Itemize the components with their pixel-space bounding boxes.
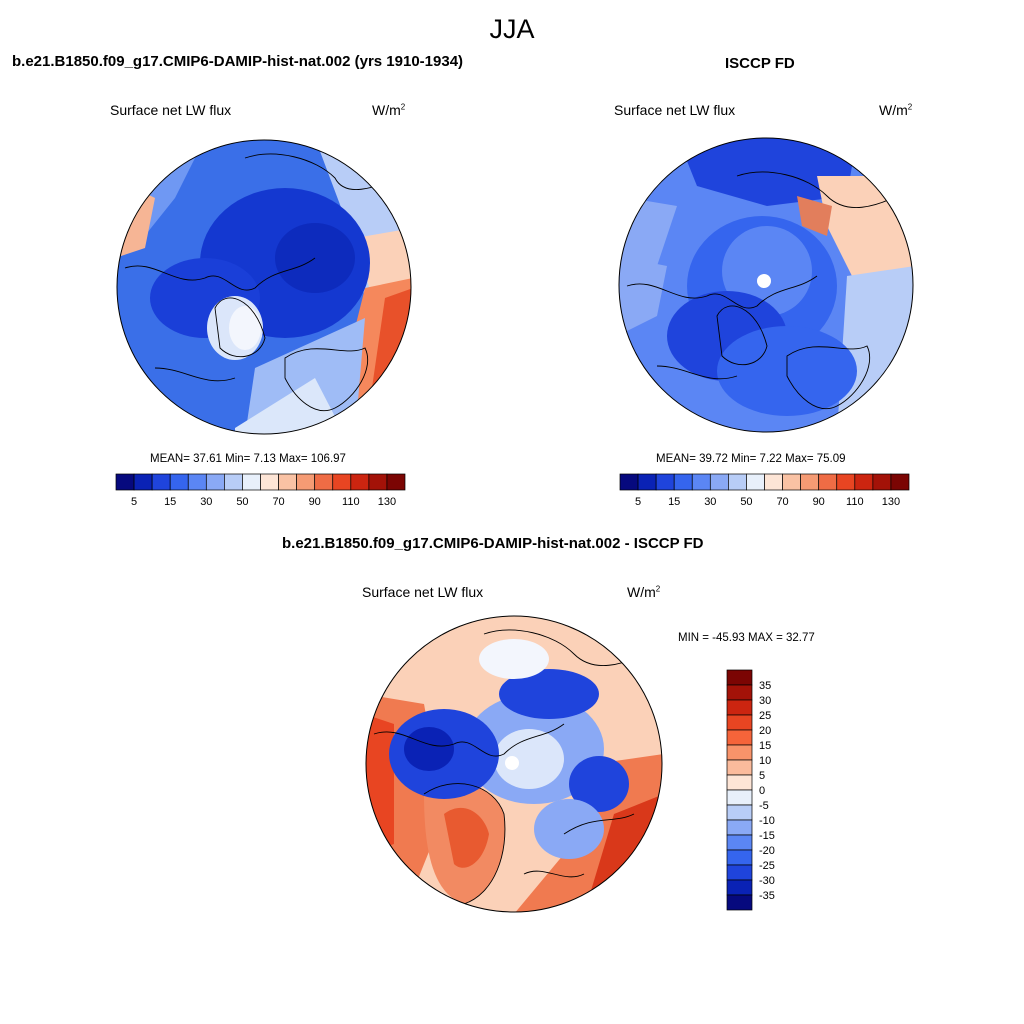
colorbar-tick-label: 90 [309,496,321,508]
colorbar-swatch [800,473,820,491]
colorbar-tick-label: 25 [759,710,771,722]
model-stats: MEAN= 37.61 Min= 7.13 Max= 106.97 [150,453,346,465]
colorbar-tick-label: 30 [704,496,716,508]
colorbar-swatch [169,473,189,491]
diff-colorbar: 35 30 25 20 15 10 5 0 -5 -10 -15 -20 -25 -30 -35 [726,669,775,911]
obs-colorbar: 5 15 30 50 70 90 110 130 [619,473,910,508]
colorbar-swatch [728,473,747,491]
colorbar-swatch [726,684,753,701]
obs-units-label: W/m2 [879,102,913,118]
colorbar-tick-label: 0 [759,785,765,797]
colorbar-swatch [746,473,765,491]
model-variable-label: Surface net LW flux [110,102,232,118]
colorbar-tick-label: 5 [635,496,641,508]
colorbar-swatch [386,473,406,491]
obs-panel-title: ISCCP FD [725,55,795,72]
diff-polar-map [365,615,663,913]
colorbar-swatch [726,759,753,776]
colorbar-tick-label: 35 [759,680,771,692]
colorbar-swatch [242,473,261,491]
colorbar-tick-label: 50 [740,496,752,508]
colorbar-swatch [673,473,693,491]
colorbar-swatch [872,473,892,491]
colorbar-tick-label: -30 [759,875,775,887]
colorbar-swatch [836,473,856,491]
colorbar-swatch [332,473,352,491]
colorbar-swatch [296,473,316,491]
colorbar-tick-label: -15 [759,830,775,842]
colorbar-swatch [368,473,388,491]
colorbar-swatch [314,473,334,491]
colorbar-swatch [637,473,657,491]
model-panel-title: b.e21.B1850.f09_g17.CMIP6-DAMIP-hist-nat… [12,53,464,70]
colorbar-swatch [818,473,838,491]
colorbar-swatch [619,473,639,491]
colorbar-swatch [726,714,753,731]
colorbar-swatch [726,744,753,761]
colorbar-tick-label: -35 [759,890,775,902]
diff-units-label: W/m2 [627,584,661,600]
colorbar-swatch [655,473,675,491]
colorbar-tick-label: 10 [759,755,771,767]
colorbar-swatch [691,473,711,491]
colorbar-swatch [726,774,753,791]
colorbar-swatch [854,473,874,491]
colorbar-swatch [764,473,783,491]
colorbar-swatch [890,473,910,491]
model-polar-map [116,139,412,435]
colorbar-swatch [726,834,753,851]
colorbar-tick-label: 70 [776,496,788,508]
colorbar-swatch [205,473,225,491]
colorbar-tick-label: -25 [759,860,775,872]
colorbar-tick-label: 130 [378,496,396,508]
colorbar-swatch [782,473,801,491]
obs-polar-map [618,137,914,433]
season-title: JJA [489,14,535,44]
colorbar-swatch [726,669,753,686]
colorbar-swatch [726,804,753,821]
colorbar-tick-label: 90 [813,496,825,508]
colorbar-swatch [726,729,753,746]
colorbar-tick-label: 30 [759,695,771,707]
colorbar-tick-label: 110 [846,496,864,508]
colorbar-swatch [187,473,207,491]
colorbar-tick-label: 30 [200,496,212,508]
obs-stats: MEAN= 39.72 Min= 7.22 Max= 75.09 [656,453,846,465]
colorbar-swatch [726,864,753,881]
diff-variable-label: Surface net LW flux [362,584,484,600]
colorbar-tick-label: 5 [131,496,137,508]
colorbar-tick-label: 15 [759,740,771,752]
diff-stats: MIN = -45.93 MAX = 32.77 [678,632,815,644]
colorbar-swatch [726,789,753,806]
colorbar-swatch [115,473,135,491]
colorbar-tick-label: 110 [342,496,360,508]
colorbar-swatch [726,849,753,866]
colorbar-swatch [726,894,753,911]
colorbar-tick-label: -10 [759,815,775,827]
colorbar-swatch [350,473,370,491]
colorbar-tick-label: -5 [759,800,769,812]
colorbar-tick-label: 20 [759,725,771,737]
colorbar-swatch [726,699,753,716]
colorbar-swatch [726,879,753,896]
colorbar-swatch [260,473,279,491]
colorbar-tick-label: 15 [164,496,176,508]
diff-panel-title: b.e21.B1850.f09_g17.CMIP6-DAMIP-hist-nat… [282,535,704,552]
colorbar-swatch [133,473,153,491]
colorbar-tick-label: 50 [236,496,248,508]
colorbar-swatch [224,473,243,491]
colorbar-tick-label: 5 [759,770,765,782]
colorbar-swatch [709,473,729,491]
colorbar-tick-label: 130 [882,496,900,508]
colorbar-swatch [278,473,297,491]
model-colorbar: 5 15 30 50 70 90 110 130 [115,473,406,508]
colorbar-tick-label: 15 [668,496,680,508]
obs-variable-label: Surface net LW flux [614,102,736,118]
colorbar-tick-label: 70 [272,496,284,508]
colorbar-tick-label: -20 [759,845,775,857]
colorbar-swatch [726,819,753,836]
model-units-label: W/m2 [372,102,406,118]
colorbar-swatch [151,473,171,491]
